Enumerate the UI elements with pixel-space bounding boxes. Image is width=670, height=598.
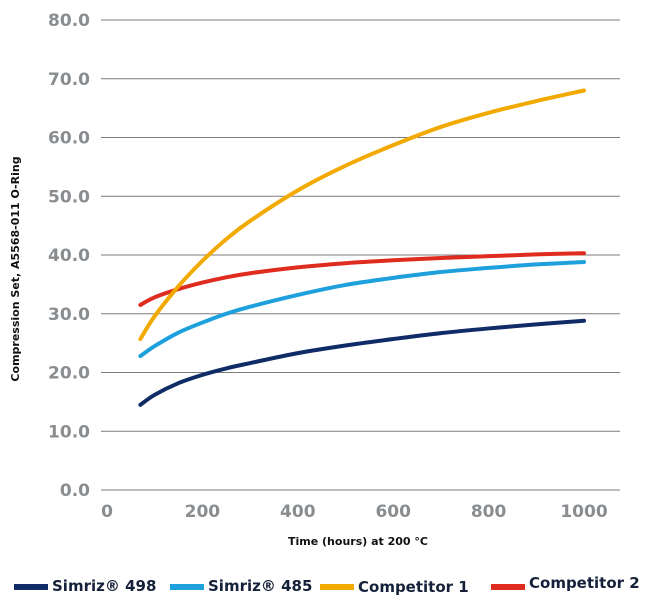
x-tick-label: 600: [375, 502, 411, 522]
legend-label-competitor-2: Competitor 2: [529, 574, 640, 592]
y-tick-label: 80.0: [48, 11, 90, 31]
legend: Simriz® 498 Simriz® 485 Competitor 1 Compet…: [14, 574, 640, 596]
y-tick-label: 50.0: [48, 187, 90, 207]
legend-swatch-competitor-1: [320, 584, 354, 590]
x-tick-label: 0: [101, 502, 113, 522]
legend-swatch-simriz-498: [14, 584, 48, 590]
x-tick-label: 1000: [560, 502, 607, 522]
y-tick-label: 30.0: [48, 305, 90, 325]
series-line-simriz-498: [138, 318, 586, 407]
series-lines: [138, 88, 586, 407]
y-tick-label: 40.0: [48, 246, 90, 266]
legend-label-simriz-498: Simriz® 498: [52, 577, 156, 595]
series-line-competitor-1: [138, 88, 586, 342]
y-tick-label: 10.0: [48, 422, 90, 442]
grid: [101, 19, 620, 491]
legend-swatch-simriz-485: [170, 584, 204, 590]
y-tick-label: 20.0: [48, 364, 90, 384]
y-axis-label: Compression Set, A5568-011 O-Ring: [9, 156, 22, 381]
legend-label-competitor-1: Competitor 1: [358, 578, 469, 596]
x-tick-label: 400: [280, 502, 316, 522]
y-tick-label: 60.0: [48, 129, 90, 149]
legend-swatch-competitor-2: [491, 584, 525, 590]
series-line-competitor-2: [138, 251, 586, 307]
x-axis-label: Time (hours) at 200 °C: [288, 535, 428, 548]
y-axis-ticks: 0.0 10.0 20.0 30.0 40.0 50.0 60.0 70.0 80.0: [48, 11, 90, 501]
y-tick-label: 0.0: [60, 481, 90, 501]
legend-label-simriz-485: Simriz® 485: [208, 577, 312, 595]
x-axis-ticks: 0 200 400 600 800 1000: [101, 502, 608, 522]
x-tick-label: 800: [471, 502, 507, 522]
x-tick-label: 200: [185, 502, 221, 522]
y-tick-label: 70.0: [48, 70, 90, 90]
series-line-simriz-485: [138, 260, 586, 359]
